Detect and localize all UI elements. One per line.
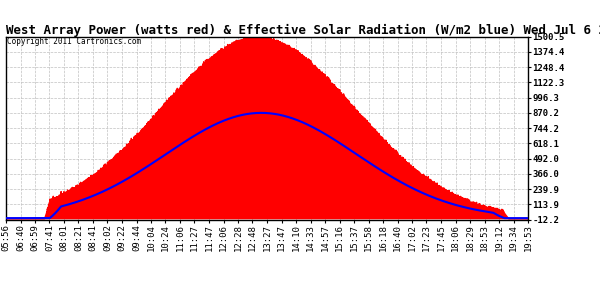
Text: West Array Power (watts red) & Effective Solar Radiation (W/m2 blue) Wed Jul 6 2: West Array Power (watts red) & Effective… <box>6 23 600 37</box>
Text: Copyright 2011 Cartronics.com: Copyright 2011 Cartronics.com <box>7 37 140 46</box>
